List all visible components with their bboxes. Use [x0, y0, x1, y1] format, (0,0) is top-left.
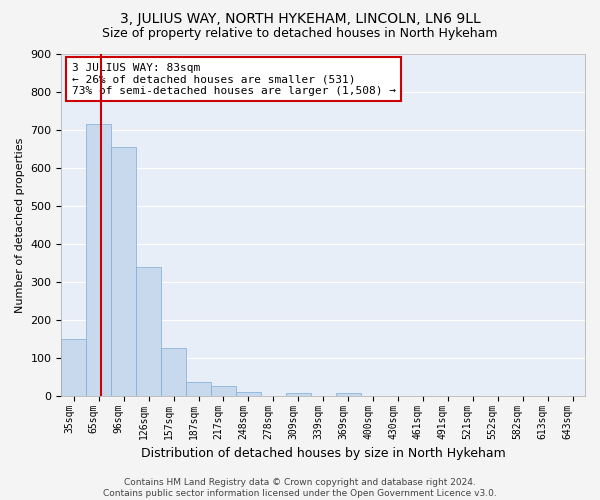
- Bar: [335, 392, 361, 396]
- Text: 3 JULIUS WAY: 83sqm
← 26% of detached houses are smaller (531)
73% of semi-detac: 3 JULIUS WAY: 83sqm ← 26% of detached ho…: [72, 62, 396, 96]
- Bar: [136, 266, 161, 396]
- Bar: [211, 386, 236, 396]
- Text: 3, JULIUS WAY, NORTH HYKEHAM, LINCOLN, LN6 9LL: 3, JULIUS WAY, NORTH HYKEHAM, LINCOLN, L…: [119, 12, 481, 26]
- Bar: [186, 382, 211, 396]
- Bar: [111, 147, 136, 396]
- X-axis label: Distribution of detached houses by size in North Hykeham: Distribution of detached houses by size …: [141, 447, 506, 460]
- Y-axis label: Number of detached properties: Number of detached properties: [15, 137, 25, 312]
- Bar: [86, 124, 111, 396]
- Bar: [236, 392, 261, 396]
- Text: Size of property relative to detached houses in North Hykeham: Size of property relative to detached ho…: [102, 28, 498, 40]
- Bar: [286, 392, 311, 396]
- Bar: [61, 339, 86, 396]
- Bar: [161, 348, 186, 396]
- Text: Contains HM Land Registry data © Crown copyright and database right 2024.
Contai: Contains HM Land Registry data © Crown c…: [103, 478, 497, 498]
